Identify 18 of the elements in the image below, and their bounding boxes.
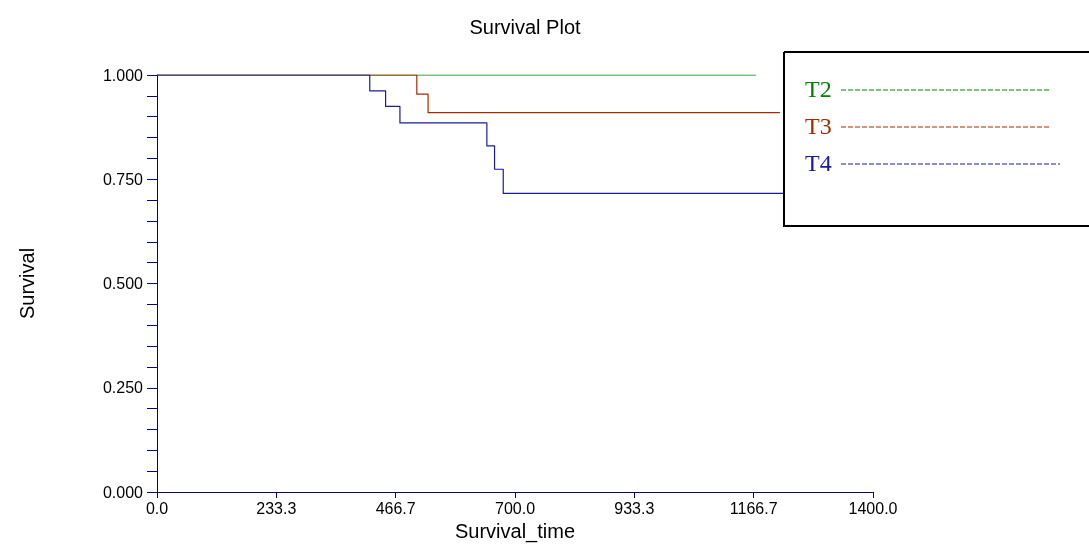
x-tick-label: 233.3 [256, 499, 297, 517]
y-tick-label: 0.500 [102, 275, 144, 292]
x-tick-label: 1400.0 [848, 499, 898, 517]
x-tick-label: 466.7 [375, 499, 416, 517]
x-axis-title: Survival_time [454, 519, 576, 543]
x-tick-label: 0.0 [145, 499, 169, 517]
x-tick-label: 933.3 [614, 499, 655, 517]
x-tick-label: 700.0 [494, 499, 536, 517]
y-tick-label: 1.000 [102, 66, 144, 84]
y-tick-label: 0.250 [102, 379, 144, 397]
series-label: T4 [805, 150, 832, 176]
chart-title: Survival Plot [469, 16, 582, 38]
series-label: T3 [805, 113, 832, 139]
x-tick-label: 1166.7 [729, 499, 778, 517]
text: T2 [805, 76, 832, 102]
y-tick-label: 0.000 [102, 483, 144, 501]
y-tick-label: 0.750 [102, 170, 144, 188]
y-axis-title: Survival [16, 247, 38, 320]
